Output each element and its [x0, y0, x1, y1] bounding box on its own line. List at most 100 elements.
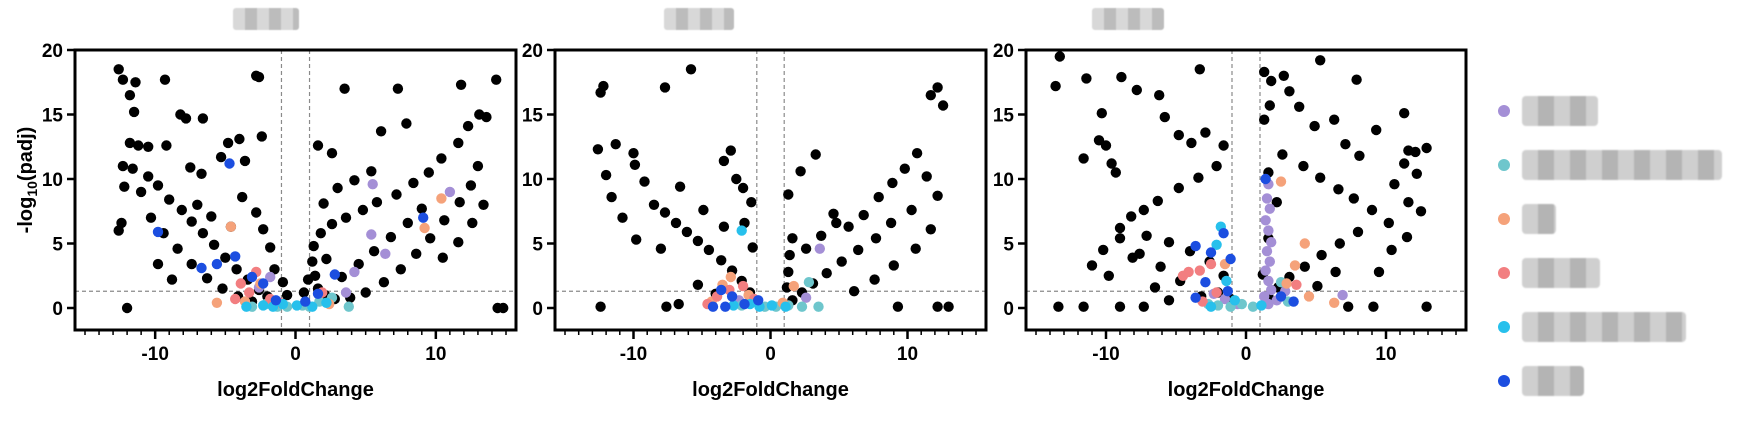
- data-point: [291, 300, 303, 311]
- data-point: [674, 181, 686, 192]
- data-point: [1131, 84, 1143, 96]
- data-point: [343, 301, 354, 312]
- data-point: [1256, 300, 1267, 311]
- data-point: [201, 273, 213, 284]
- data-point: [1316, 249, 1327, 261]
- data-point: [253, 71, 265, 83]
- y-tick-label: 10: [42, 170, 63, 191]
- data-point: [1294, 101, 1305, 113]
- data-point: [1078, 153, 1089, 164]
- data-point: [1219, 293, 1231, 305]
- data-point: [885, 217, 897, 229]
- data-point: [244, 287, 255, 298]
- data-point: [1315, 55, 1326, 66]
- data-point: [906, 204, 917, 216]
- data-point: [932, 190, 943, 201]
- data-point: [159, 74, 171, 85]
- data-point: [196, 262, 207, 274]
- data-point: [1312, 280, 1323, 292]
- data-point: [444, 186, 456, 198]
- data-point: [1050, 80, 1061, 92]
- y-tick-label: 10: [993, 170, 1014, 191]
- data-point: [1259, 291, 1270, 302]
- data-point: [1190, 240, 1201, 252]
- data-point: [423, 167, 434, 178]
- data-point: [215, 151, 227, 163]
- data-point: [870, 233, 882, 244]
- data-point: [367, 179, 378, 190]
- data-point: [1053, 301, 1064, 312]
- data-point: [1386, 244, 1397, 256]
- data-point: [1098, 244, 1109, 256]
- data-point: [353, 258, 364, 270]
- data-point: [302, 274, 314, 285]
- data-point: [1114, 233, 1126, 244]
- data-point: [848, 286, 860, 297]
- data-point: [1081, 73, 1092, 84]
- data-point: [737, 182, 749, 194]
- data-point: [673, 298, 684, 310]
- data-point: [436, 153, 447, 164]
- data-point: [716, 255, 727, 266]
- data-point: [208, 239, 220, 250]
- data-point: [795, 166, 806, 177]
- data-point: [925, 224, 936, 235]
- data-point: [783, 189, 794, 200]
- data-point: [186, 258, 197, 270]
- data-point: [1138, 301, 1150, 312]
- data-point: [143, 141, 154, 152]
- data-point: [326, 148, 338, 159]
- data-point: [746, 197, 757, 208]
- data-point: [1114, 301, 1126, 312]
- data-point: [265, 242, 276, 253]
- data-point: [416, 203, 427, 214]
- data-point: [1200, 277, 1211, 288]
- data-point: [425, 233, 436, 244]
- data-point: [1229, 295, 1241, 306]
- data-point: [1266, 75, 1277, 87]
- data-point: [332, 182, 343, 194]
- y-tick-label: 10: [522, 170, 543, 191]
- data-point: [127, 163, 138, 174]
- data-point: [436, 193, 447, 204]
- data-point: [230, 293, 241, 305]
- data-point: [725, 145, 736, 156]
- legend-label-redacted: [1522, 204, 1556, 234]
- legend-label-redacted: [1522, 258, 1600, 288]
- data-point: [753, 295, 764, 306]
- data-point: [312, 288, 324, 299]
- data-point: [892, 301, 904, 312]
- data-point: [321, 253, 332, 265]
- data-point: [692, 235, 704, 247]
- data-point: [217, 283, 228, 294]
- y-tick-label: 0: [52, 299, 63, 320]
- x-tick-label: 0: [290, 344, 301, 365]
- data-point: [1152, 195, 1164, 207]
- data-point: [349, 266, 360, 278]
- data-point: [921, 171, 932, 182]
- data-point: [858, 209, 869, 221]
- data-point: [1138, 204, 1150, 216]
- data-point: [1100, 140, 1112, 151]
- data-point: [375, 126, 387, 137]
- data-point: [1260, 265, 1271, 276]
- data-point: [258, 300, 269, 311]
- data-point: [121, 302, 133, 314]
- x-tick-label: 0: [765, 344, 776, 365]
- data-point: [716, 284, 727, 296]
- data-point: [237, 191, 248, 203]
- data-point: [681, 226, 693, 238]
- data-point: [339, 83, 350, 94]
- data-point: [401, 118, 412, 129]
- data-point: [1247, 301, 1259, 312]
- data-point: [1366, 204, 1378, 216]
- data-point: [152, 258, 164, 270]
- data-point: [718, 221, 730, 232]
- data-point: [235, 278, 246, 289]
- data-point: [1263, 225, 1274, 236]
- data-point: [828, 208, 839, 219]
- data-point: [803, 277, 815, 288]
- data-point: [124, 90, 136, 101]
- x-tick-label: -10: [1092, 344, 1119, 365]
- data-point: [1193, 172, 1204, 183]
